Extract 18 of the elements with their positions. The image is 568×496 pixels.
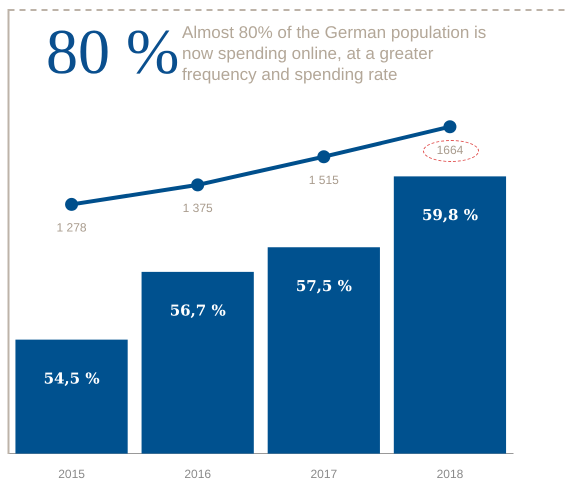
data-label: 1664: [436, 143, 464, 158]
data-label: 54,5 %: [44, 370, 100, 388]
data-label: 1 515: [308, 173, 340, 188]
x-tick-label: 2016: [184, 467, 212, 482]
data-label: 1 278: [56, 220, 87, 235]
data-label: 57,5 %: [296, 277, 352, 296]
data-label: 1 375: [182, 201, 214, 216]
point: [65, 198, 78, 211]
point: [317, 150, 330, 164]
data-label: 56,7 %: [170, 302, 226, 320]
text: Almost 80% of the German population is now spending online, at a greater frequency and spending rate: [182, 22, 488, 85]
data-label: 59,8 %: [422, 206, 478, 224]
chart-title: 80 %: [46, 16, 180, 88]
point: [443, 120, 456, 134]
x-tick-label: 2017: [310, 467, 338, 482]
x-tick-label: 2015: [58, 467, 86, 482]
x-tick-label: 2018: [436, 467, 464, 482]
point: [191, 178, 204, 192]
